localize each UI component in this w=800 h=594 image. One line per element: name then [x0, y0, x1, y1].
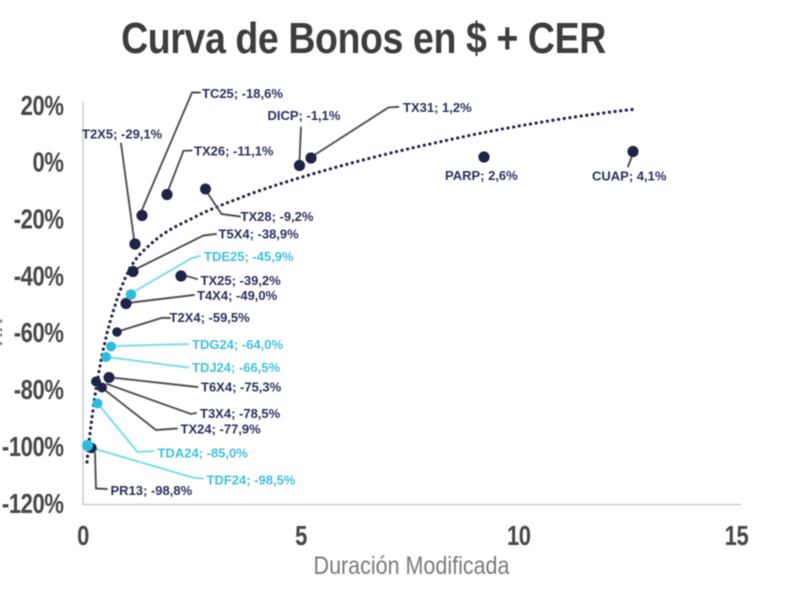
svg-text:-80%: -80% [14, 375, 64, 406]
svg-text:TDG24; -64,0%: TDG24; -64,0% [192, 337, 283, 352]
svg-text:TDE25; -45,9%: TDE25; -45,9% [204, 249, 294, 264]
svg-text:TDA24; -85,0%: TDA24; -85,0% [158, 446, 249, 461]
svg-text:TX25; -39,2%: TX25; -39,2% [201, 273, 282, 288]
svg-text:T2X5; -29,1%: T2X5; -29,1% [82, 127, 163, 142]
svg-text:TDF24; -98,5%: TDF24; -98,5% [207, 473, 296, 488]
svg-text:T2X4; -59,5%: T2X4; -59,5% [170, 310, 251, 325]
svg-text:CUAP; 4,1%: CUAP; 4,1% [592, 169, 667, 184]
svg-text:TX31; 1,2%: TX31; 1,2% [403, 100, 472, 115]
svg-text:20%: 20% [21, 91, 64, 122]
svg-text:TX24; -77,9%: TX24; -77,9% [181, 422, 262, 437]
svg-text:TX26; -11,1%: TX26; -11,1% [194, 144, 274, 159]
svg-text:T4X4; -49,0%: T4X4; -49,0% [197, 288, 278, 303]
svg-text:TC25; -18,6%: TC25; -18,6% [202, 86, 283, 101]
svg-text:TIR: TIR [0, 318, 7, 349]
svg-text:Duración Modificada: Duración Modificada [314, 552, 510, 580]
svg-text:0%: 0% [33, 147, 64, 178]
svg-text:-20%: -20% [14, 204, 64, 235]
svg-text:DICP; -1,1%: DICP; -1,1% [268, 108, 341, 123]
svg-text:-40%: -40% [14, 261, 64, 292]
svg-text:Curva de Bonos en $ + CER: Curva de Bonos en $ + CER [121, 13, 606, 62]
svg-text:0: 0 [77, 520, 89, 551]
svg-text:TDJ24; -66,5%: TDJ24; -66,5% [192, 360, 281, 375]
svg-text:T6X4; -75,3%: T6X4; -75,3% [201, 380, 282, 395]
svg-text:PR13; -98,8%: PR13; -98,8% [111, 483, 193, 498]
svg-text:-100%: -100% [2, 432, 64, 463]
svg-text:15: 15 [725, 520, 749, 551]
svg-text:T5X4; -38,9%: T5X4; -38,9% [219, 227, 300, 242]
svg-text:5: 5 [295, 520, 307, 551]
svg-text:PARP; 2,6%: PARP; 2,6% [445, 168, 518, 183]
svg-text:TX28; -9,2%: TX28; -9,2% [241, 209, 314, 224]
svg-text:T3X4; -78,5%: T3X4; -78,5% [200, 406, 281, 421]
svg-text:10: 10 [507, 520, 531, 551]
svg-text:-120%: -120% [2, 489, 64, 520]
svg-text:-60%: -60% [14, 318, 64, 349]
